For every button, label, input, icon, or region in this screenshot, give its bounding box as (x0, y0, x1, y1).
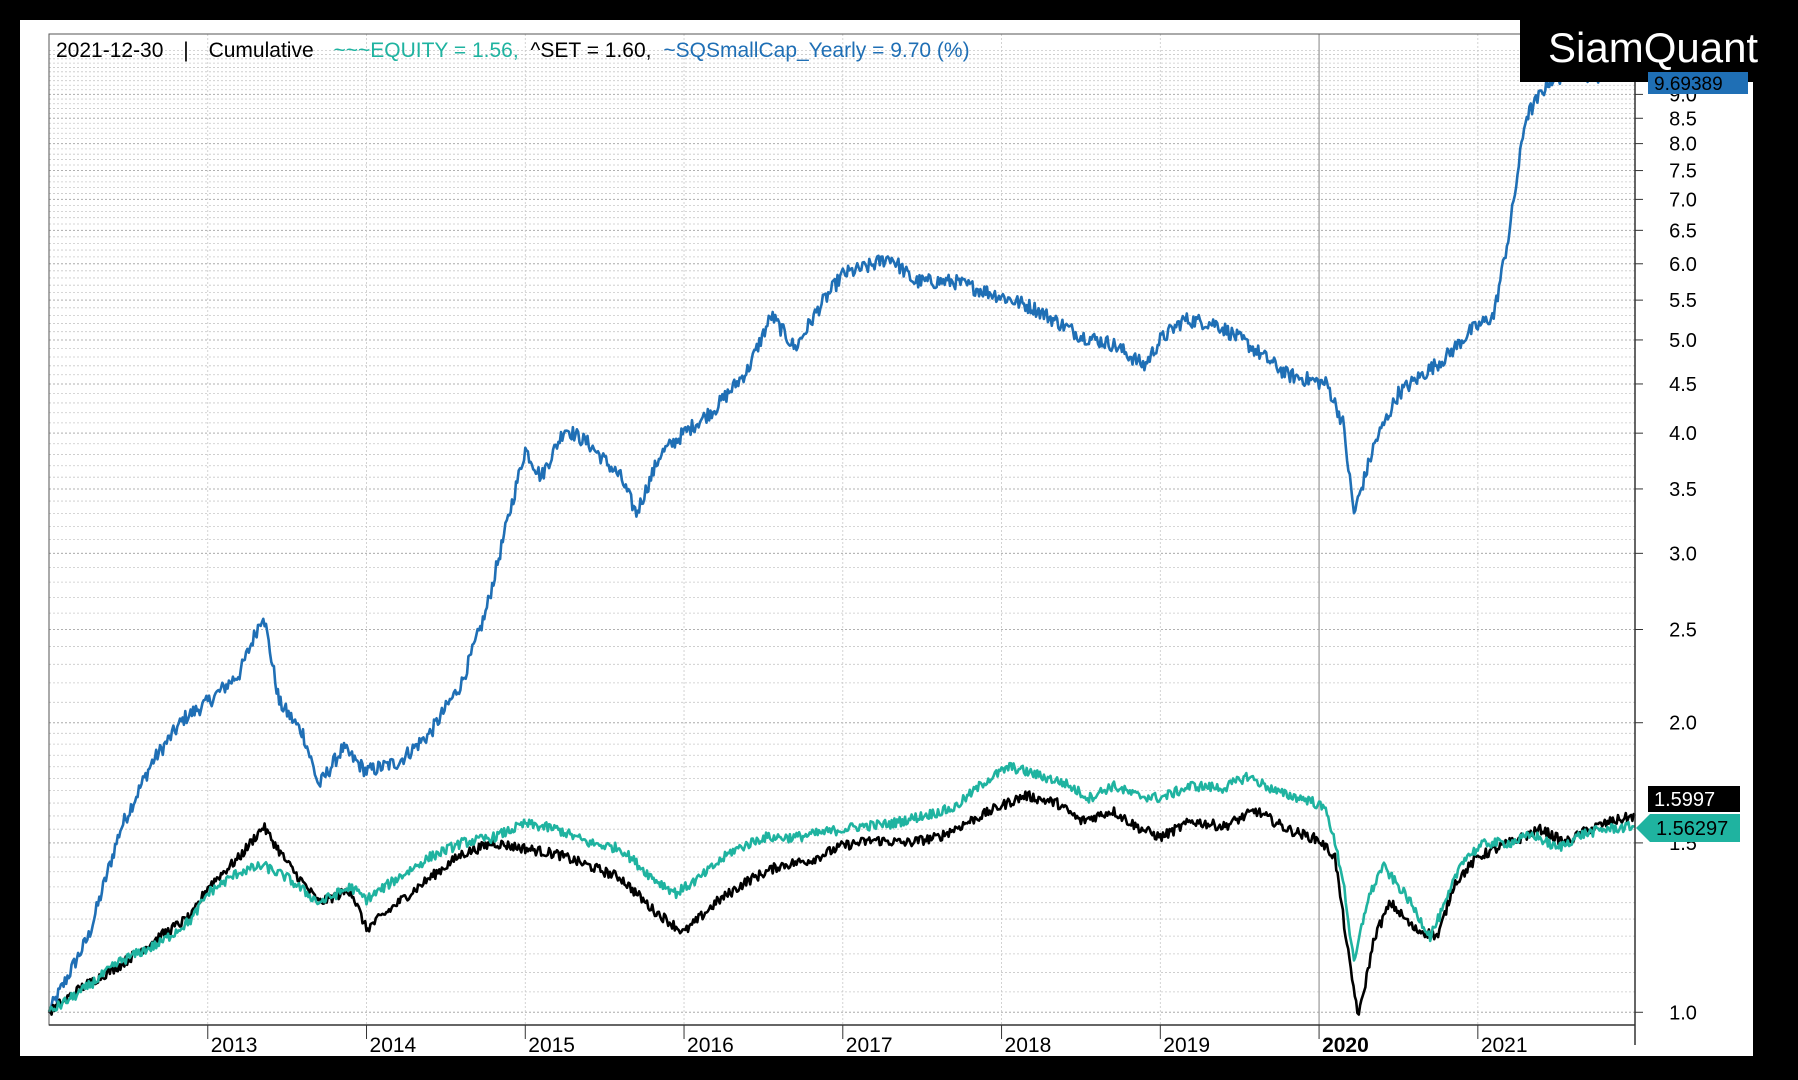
y-tick-label: 8.5 (1669, 108, 1697, 130)
price-tag-smallcap: 9.69389 (1648, 72, 1748, 95)
brand-logo-box (1520, 14, 1785, 82)
x-tick-label: 2013 (211, 1034, 258, 1057)
y-tick-label: 7.5 (1669, 161, 1697, 183)
brand-logo: SiamQuant (1548, 24, 1758, 71)
y-tick-label: 5.0 (1669, 330, 1697, 352)
legend-equity: ~~~EQUITY = 1.56, (333, 39, 518, 62)
x-axis: 2013 2014 2015 2016 2017 2018 2019 2020 2021 (207, 1025, 1528, 1057)
price-tag-set-box (1648, 786, 1740, 812)
x-tick-label: 2017 (846, 1034, 893, 1057)
series-line-equity (47, 761, 1636, 1013)
y-tick-label: 3.0 (1669, 543, 1697, 565)
price-tag-equity-box (1636, 814, 1740, 842)
price-tag-smallcap-label: 9.69389 (1654, 74, 1723, 95)
y-tick-label: 7.0 (1669, 189, 1697, 211)
header-legend: 2021-12-30 | Cumulative ~~~EQUITY = 1.56… (56, 39, 970, 62)
y-tick-label: 3.5 (1669, 479, 1697, 501)
y-tick-label: 5.5 (1669, 290, 1697, 312)
x-tick-label: 2014 (370, 1034, 417, 1057)
price-tag-equity-label: 1.56297 (1656, 818, 1728, 840)
y-tick-label: 2.0 (1669, 713, 1697, 735)
x-tick-label: 2015 (528, 1034, 575, 1057)
x-tick-label: 2018 (1005, 1034, 1052, 1057)
chart-area-background (20, 20, 1753, 1056)
series-line-set (47, 790, 1637, 1016)
price-tag-smallcap-box (1648, 72, 1748, 94)
y-axis: 1.01.52.02.53.03.54.04.55.05.56.06.57.07… (1635, 84, 1697, 1024)
y-tick-label: 1.0 (1669, 1002, 1697, 1024)
series-layer (47, 55, 1637, 1016)
legend-set: ^SET = 1.60, (531, 39, 652, 62)
y-tick-label: 2.5 (1669, 620, 1697, 642)
price-tag-set-label: 1.5997 (1654, 789, 1715, 811)
x-tick-label: 2020 (1322, 1034, 1369, 1057)
x-tick-label: 2021 (1481, 1034, 1528, 1057)
y-tick-label: 6.5 (1669, 220, 1697, 242)
grid (49, 34, 1635, 1025)
y-tick-label: 8.0 (1669, 134, 1697, 156)
price-tag-set: 1.5997 (1648, 786, 1740, 812)
header-mode: Cumulative (209, 39, 314, 62)
y-tick-label: 4.5 (1669, 374, 1697, 396)
y-tick-label: 4.0 (1669, 423, 1697, 445)
header-separator: | (183, 39, 188, 62)
x-tick-label: 2019 (1163, 1034, 1210, 1057)
price-tag-equity: 1.56297 (1636, 814, 1740, 842)
series-line-smallcap (47, 55, 1637, 1014)
x-tick-label: 2016 (687, 1034, 734, 1057)
y-tick-label: 6.0 (1669, 254, 1697, 276)
header-date: 2021-12-30 (56, 39, 163, 62)
legend-smallcap: ~SQSmallCap_Yearly = 9.70 (%) (663, 39, 969, 62)
